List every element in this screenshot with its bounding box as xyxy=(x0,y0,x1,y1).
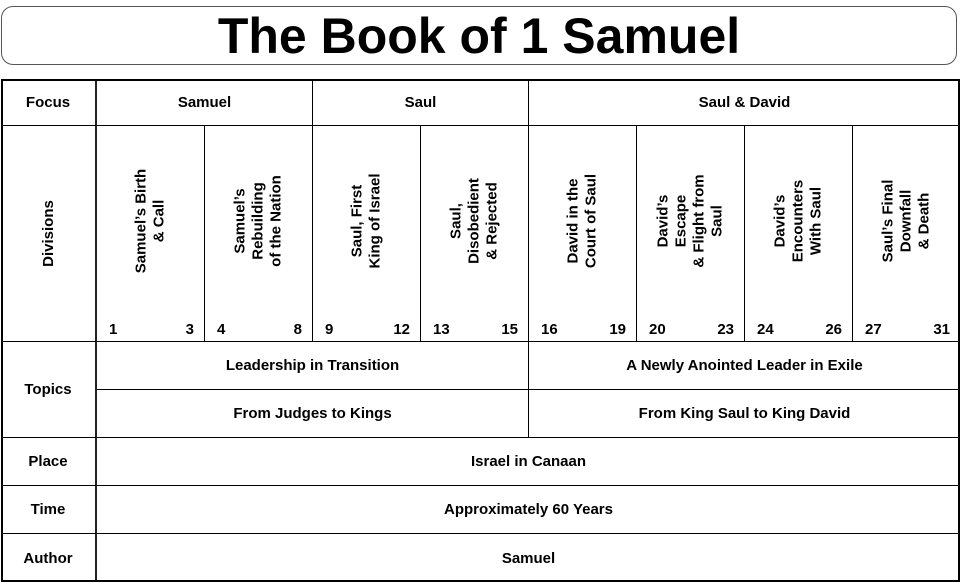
author-value-cell: Samuel xyxy=(97,534,960,582)
chapter-end: 12 xyxy=(393,321,410,338)
division-title: Saul, First King of Israel xyxy=(348,173,384,269)
division-title: David’s Encounters With Saul xyxy=(771,179,825,263)
page-title: The Book of 1 Samuel xyxy=(217,7,741,64)
topic-text: From King Saul to King David xyxy=(638,405,851,422)
division-cell: Saul’s Final Downfall & Death 27 31 xyxy=(853,126,960,342)
division-cell: Saul, First King of Israel 9 12 xyxy=(313,126,421,342)
chapter-end: 19 xyxy=(609,321,626,338)
topic-text: A Newly Anointed Leader in Exile xyxy=(626,357,863,374)
division-cell: Saul, Disobedient & Rejected 13 15 xyxy=(421,126,529,342)
chapter-end: 15 xyxy=(501,321,518,338)
author-label-cell: Author xyxy=(1,534,97,582)
place-value-cell: Israel in Canaan xyxy=(97,438,960,486)
book-chart-table: Focus Samuel Saul Saul & David Divisions… xyxy=(1,79,960,582)
divisions-label: Divisions xyxy=(39,200,57,267)
author-label: Author xyxy=(23,549,73,567)
focus-samuel: Samuel xyxy=(177,93,232,111)
focus-label: Focus xyxy=(25,93,71,111)
topic-cell: From Judges to Kings xyxy=(97,390,529,438)
time-value-cell: Approximately 60 Years xyxy=(97,486,960,534)
division-cell: Samuel’s Birth & Call 1 3 xyxy=(97,126,205,342)
topic-text: From Judges to Kings xyxy=(233,405,392,422)
title-banner: The Book of 1 Samuel xyxy=(1,6,957,65)
division-cell: Samuel’s Rebuilding of the Nation 4 8 xyxy=(205,126,313,342)
chapter-start: 9 xyxy=(325,321,334,338)
chapter-end: 3 xyxy=(185,321,194,338)
topics-label-cell: Topics xyxy=(1,342,97,438)
topics-label: Topics xyxy=(24,381,72,398)
chapter-end: 31 xyxy=(933,321,950,338)
topic-cell: Leadership in Transition xyxy=(97,342,529,390)
place-value: Israel in Canaan xyxy=(470,453,587,470)
division-title: David in the Court of Saul xyxy=(564,173,600,269)
division-title: Saul’s Final Downfall & Death xyxy=(879,179,933,263)
place-label: Place xyxy=(28,453,68,470)
time-label-cell: Time xyxy=(1,486,97,534)
topic-cell: From King Saul to King David xyxy=(529,390,960,438)
time-label: Time xyxy=(30,501,66,518)
focus-label-cell: Focus xyxy=(1,79,97,126)
place-label-cell: Place xyxy=(1,438,97,486)
chapter-end: 8 xyxy=(293,321,302,338)
division-title: Saul, Disobedient & Rejected xyxy=(447,178,501,264)
chapter-end: 23 xyxy=(717,321,734,338)
chapter-start: 27 xyxy=(865,321,882,338)
focus-saul: Saul xyxy=(404,93,437,111)
chapter-end: 26 xyxy=(825,321,842,338)
chapter-start: 16 xyxy=(541,321,558,338)
chapter-start: 1 xyxy=(109,321,118,338)
time-value: Approximately 60 Years xyxy=(444,501,613,518)
chapter-start: 4 xyxy=(217,321,226,338)
topic-cell: A Newly Anointed Leader in Exile xyxy=(529,342,960,390)
division-cell: David’s Escape & Flight from Saul 20 23 xyxy=(637,126,745,342)
focus-saul-david: Saul & David xyxy=(698,93,791,111)
division-cell: David’s Encounters With Saul 24 26 xyxy=(745,126,853,342)
focus-saul-cell: Saul xyxy=(313,79,529,126)
division-title: David’s Escape & Flight from Saul xyxy=(654,174,726,268)
chapter-start: 20 xyxy=(649,321,666,338)
focus-samuel-cell: Samuel xyxy=(97,79,313,126)
focus-saul-david-cell: Saul & David xyxy=(529,79,960,126)
division-title: Samuel’s Birth & Call xyxy=(132,168,168,274)
division-cell: David in the Court of Saul 16 19 xyxy=(529,126,637,342)
topic-text: Leadership in Transition xyxy=(225,357,400,374)
chapter-start: 13 xyxy=(433,321,450,338)
divisions-label-cell: Divisions xyxy=(1,126,97,342)
author-value: Samuel xyxy=(501,549,556,567)
chapter-start: 24 xyxy=(757,321,774,338)
division-title: Samuel’s Rebuilding of the Nation xyxy=(231,175,285,267)
